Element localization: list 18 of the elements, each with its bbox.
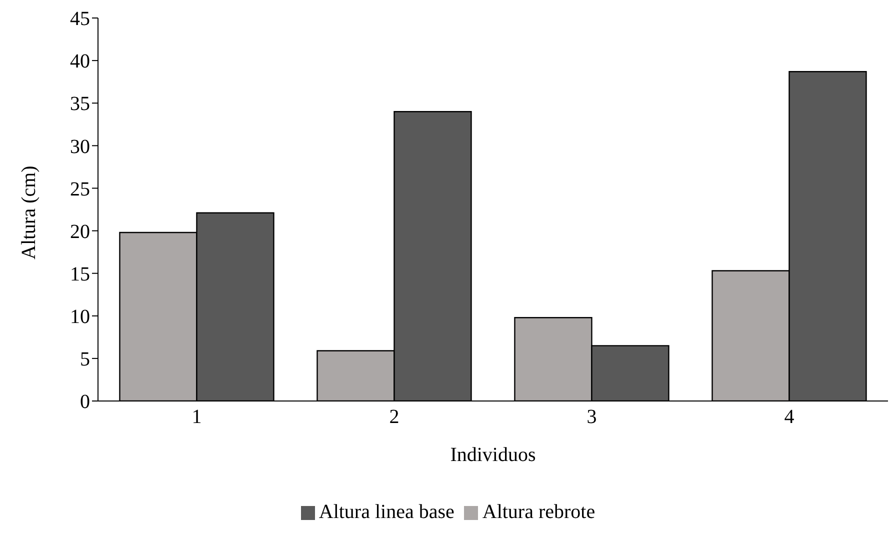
y-tick-label: 35 [70,93,90,116]
y-tick-label: 25 [70,178,90,200]
y-tick-label: 40 [70,50,90,73]
y-tick-label: 10 [70,306,90,328]
y-tick-label: 0 [80,391,90,414]
y-tick-label: 5 [80,348,90,371]
x-tick-label: 3 [586,406,597,428]
y-axis-title: Altura (cm) [18,166,40,260]
x-axis-title: Individuos [450,444,536,466]
y-tick-label: 45 [70,8,90,30]
y-tick-label: 30 [70,136,90,158]
legend-label: Altura rebrote [482,501,596,523]
y-tick-label: 20 [70,220,90,243]
legend-label: Altura linea base [318,501,454,523]
y-tick-label: 15 [70,263,90,286]
x-tick-label: 4 [784,406,794,428]
x-tick-label: 2 [389,406,400,428]
x-tick-label: 1 [192,406,202,428]
